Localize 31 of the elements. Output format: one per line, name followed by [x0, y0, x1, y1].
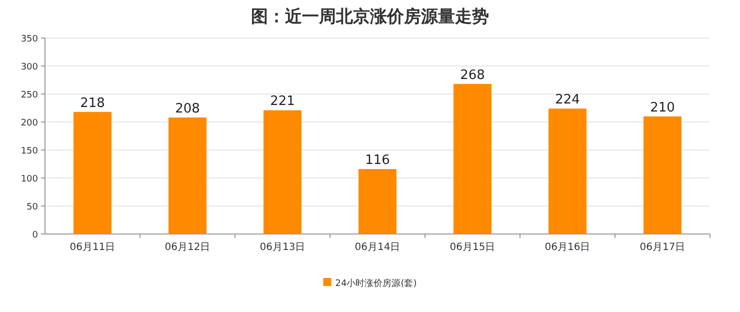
data-label: 224: [555, 92, 580, 108]
legend-label: 24小时涨价房源(套): [335, 278, 417, 289]
x-tick-label: 06月14日: [354, 242, 400, 253]
x-tick-label: 06月13日: [260, 242, 306, 253]
data-label: 210: [650, 100, 675, 116]
chart-title: 图：近一周北京涨价房源量走势: [251, 7, 489, 27]
x-tick-label: 06月12日: [164, 242, 210, 253]
data-label: 218: [80, 96, 105, 111]
y-tick-label: 100: [20, 174, 38, 184]
data-label: 268: [460, 68, 485, 83]
y-tick-label: 200: [20, 118, 38, 128]
x-tick-label: 06月15日: [450, 242, 496, 253]
y-tick-label: 150: [20, 146, 38, 156]
data-label: 221: [270, 94, 295, 110]
bar: [454, 84, 492, 234]
x-tick-label: 06月17日: [640, 242, 686, 253]
x-tick-label: 06月16日: [544, 242, 590, 253]
bar: [74, 112, 112, 234]
bar: [168, 118, 206, 234]
y-tick-label: 300: [20, 62, 38, 72]
bar: [264, 110, 302, 234]
data-label: 208: [175, 102, 200, 117]
bar: [548, 108, 586, 234]
y-tick-label: 0: [32, 230, 38, 240]
bar: [644, 116, 682, 234]
data-label: 116: [365, 153, 390, 168]
y-tick-label: 350: [20, 34, 38, 44]
bar: [358, 169, 396, 234]
y-tick-label: 250: [20, 90, 38, 100]
y-tick-label: 50: [26, 202, 38, 212]
x-tick-label: 06月11日: [70, 242, 116, 253]
